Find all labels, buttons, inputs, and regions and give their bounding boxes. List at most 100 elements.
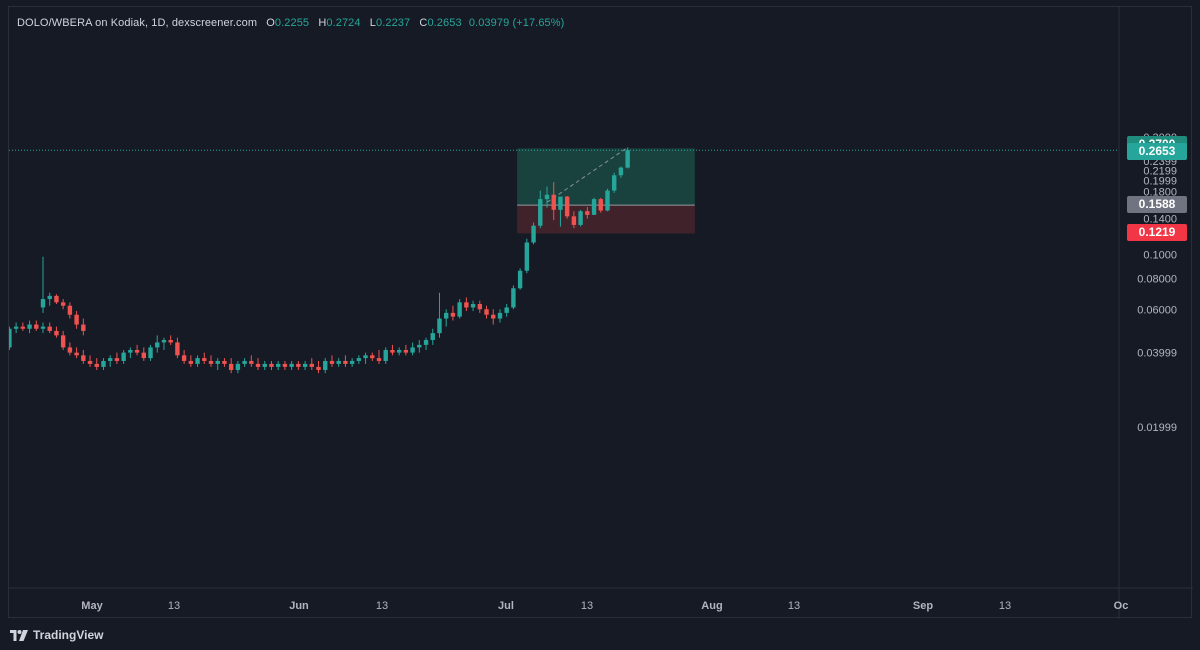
candle[interactable] bbox=[571, 211, 577, 229]
candle[interactable] bbox=[54, 326, 59, 338]
candle[interactable] bbox=[376, 349, 382, 364]
candle[interactable] bbox=[396, 347, 402, 356]
candle[interactable] bbox=[423, 337, 429, 350]
candle[interactable] bbox=[470, 300, 476, 312]
candle[interactable] bbox=[612, 172, 617, 193]
candle[interactable] bbox=[141, 347, 146, 361]
candle[interactable] bbox=[390, 344, 395, 356]
candle[interactable] bbox=[538, 190, 543, 229]
candle[interactable] bbox=[235, 360, 241, 374]
candle[interactable] bbox=[309, 358, 314, 371]
price-axis[interactable]: 0.30000.27990.25990.23990.21990.19990.18… bbox=[1137, 132, 1177, 434]
price-chart[interactable]: 0.30000.27990.25990.23990.21990.19990.18… bbox=[9, 7, 1193, 619]
candle[interactable] bbox=[47, 322, 52, 334]
candle[interactable] bbox=[370, 352, 375, 361]
candle[interactable] bbox=[188, 355, 194, 367]
candle[interactable] bbox=[302, 360, 308, 371]
candle[interactable] bbox=[108, 355, 113, 367]
candle[interactable] bbox=[477, 300, 482, 313]
candle[interactable] bbox=[27, 320, 32, 334]
time-axis[interactable]: May 13 Jun 13 Jul 13 Aug 13 Sep 13 Oc bbox=[81, 600, 1128, 612]
candle[interactable] bbox=[491, 309, 496, 325]
candle[interactable] bbox=[74, 311, 79, 329]
candle[interactable] bbox=[9, 326, 12, 350]
candle[interactable] bbox=[598, 197, 603, 213]
candle[interactable] bbox=[148, 344, 153, 361]
candle[interactable] bbox=[155, 335, 160, 353]
candle[interactable] bbox=[195, 355, 200, 367]
candle[interactable] bbox=[276, 360, 281, 371]
candle[interactable] bbox=[54, 294, 59, 305]
candle[interactable] bbox=[544, 186, 550, 208]
candle[interactable] bbox=[531, 222, 536, 245]
candle[interactable] bbox=[74, 347, 79, 359]
candle[interactable] bbox=[60, 330, 66, 350]
candle[interactable] bbox=[618, 166, 624, 178]
candle[interactable] bbox=[175, 337, 180, 359]
candle[interactable] bbox=[81, 349, 86, 364]
candle[interactable] bbox=[564, 195, 570, 219]
candle[interactable] bbox=[383, 347, 388, 364]
candle[interactable] bbox=[504, 304, 509, 317]
candle[interactable] bbox=[484, 305, 489, 319]
candle[interactable] bbox=[161, 337, 167, 350]
candle[interactable] bbox=[67, 302, 73, 319]
candle[interactable] bbox=[40, 322, 46, 334]
candle[interactable] bbox=[296, 360, 301, 371]
candle[interactable] bbox=[417, 340, 422, 353]
candle[interactable] bbox=[437, 292, 442, 338]
candle[interactable] bbox=[524, 238, 530, 274]
candle[interactable] bbox=[94, 358, 99, 371]
tradingview-logo[interactable]: TradingView bbox=[10, 628, 103, 642]
candle[interactable] bbox=[128, 347, 133, 359]
candle[interactable] bbox=[134, 344, 140, 356]
candle[interactable] bbox=[282, 360, 288, 371]
candle[interactable] bbox=[168, 335, 173, 345]
candle[interactable] bbox=[450, 305, 456, 321]
candle[interactable] bbox=[208, 355, 214, 367]
candle[interactable] bbox=[316, 360, 321, 374]
candle[interactable] bbox=[444, 309, 449, 327]
candle[interactable] bbox=[101, 358, 106, 371]
candle[interactable] bbox=[228, 358, 234, 374]
candle[interactable] bbox=[249, 355, 254, 367]
candle[interactable] bbox=[457, 299, 462, 319]
candle[interactable] bbox=[289, 360, 294, 371]
candle[interactable] bbox=[87, 355, 93, 367]
candle[interactable] bbox=[81, 318, 86, 336]
candle[interactable] bbox=[47, 292, 52, 306]
candle[interactable] bbox=[625, 147, 630, 169]
candle[interactable] bbox=[464, 297, 469, 312]
candle[interactable] bbox=[34, 320, 39, 331]
candle[interactable] bbox=[262, 360, 267, 371]
candle[interactable] bbox=[605, 188, 610, 212]
candle[interactable] bbox=[363, 352, 368, 364]
candle[interactable] bbox=[20, 322, 26, 331]
candle[interactable] bbox=[323, 358, 328, 374]
candle[interactable] bbox=[578, 209, 583, 227]
candle[interactable] bbox=[329, 355, 335, 367]
candle[interactable] bbox=[215, 358, 220, 371]
candle[interactable] bbox=[591, 197, 597, 215]
candle[interactable] bbox=[410, 342, 415, 356]
candle[interactable] bbox=[60, 299, 66, 310]
candle[interactable] bbox=[67, 342, 73, 356]
candle[interactable] bbox=[336, 358, 341, 367]
candle[interactable] bbox=[551, 182, 556, 221]
candle[interactable] bbox=[255, 358, 261, 371]
candle[interactable] bbox=[403, 344, 409, 356]
candle[interactable] bbox=[430, 328, 435, 345]
candle[interactable] bbox=[242, 358, 247, 367]
candle[interactable] bbox=[202, 352, 207, 364]
candle[interactable] bbox=[181, 349, 187, 364]
candle[interactable] bbox=[356, 355, 362, 364]
candle[interactable] bbox=[121, 349, 126, 364]
candle[interactable] bbox=[222, 358, 227, 367]
candle[interactable] bbox=[585, 207, 590, 219]
candle[interactable] bbox=[497, 309, 503, 323]
candle[interactable] bbox=[40, 256, 46, 313]
candle[interactable] bbox=[343, 355, 348, 367]
candle[interactable] bbox=[13, 322, 19, 334]
candle[interactable] bbox=[517, 268, 523, 290]
candle[interactable] bbox=[349, 358, 355, 367]
